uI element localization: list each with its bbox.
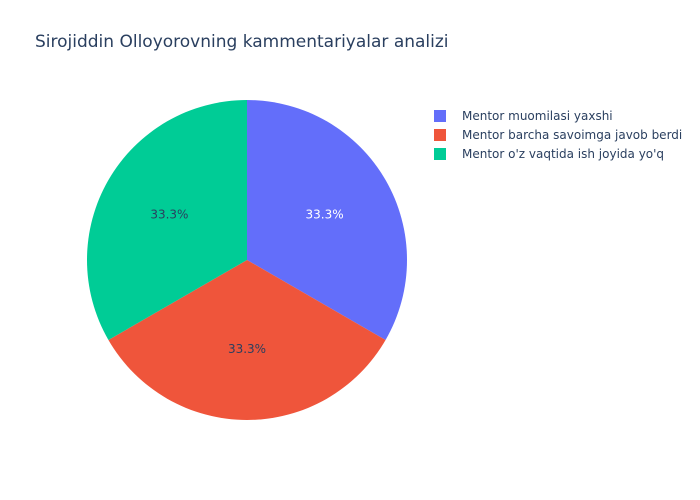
legend-swatch — [434, 147, 446, 160]
legend-item[interactable]: Mentor barcha savoimga javob berdi — [434, 125, 682, 144]
pie-slice[interactable] — [87, 100, 247, 340]
legend-swatch — [434, 109, 446, 122]
pie-slice[interactable] — [108, 260, 386, 420]
slice-percent-label: 33.3% — [150, 208, 188, 222]
legend-item[interactable]: Mentor o'z vaqtida ish joyida yo'q — [434, 144, 682, 163]
slice-percent-label: 33.3% — [228, 342, 266, 356]
legend-label: Mentor o'z vaqtida ish joyida yo'q — [462, 146, 665, 161]
legend: Mentor muomilasi yaxshi Mentor barcha sa… — [434, 106, 682, 163]
legend-label: Mentor barcha savoimga javob berdi — [462, 127, 683, 142]
chart-title: Sirojiddin Olloyorovning kammentariyalar… — [35, 32, 449, 52]
pie-slice[interactable] — [247, 100, 407, 340]
legend-swatch — [434, 128, 446, 141]
legend-label: Mentor muomilasi yaxshi — [462, 108, 613, 123]
legend-item[interactable]: Mentor muomilasi yaxshi — [434, 106, 682, 125]
slice-percent-label: 33.3% — [306, 208, 344, 222]
